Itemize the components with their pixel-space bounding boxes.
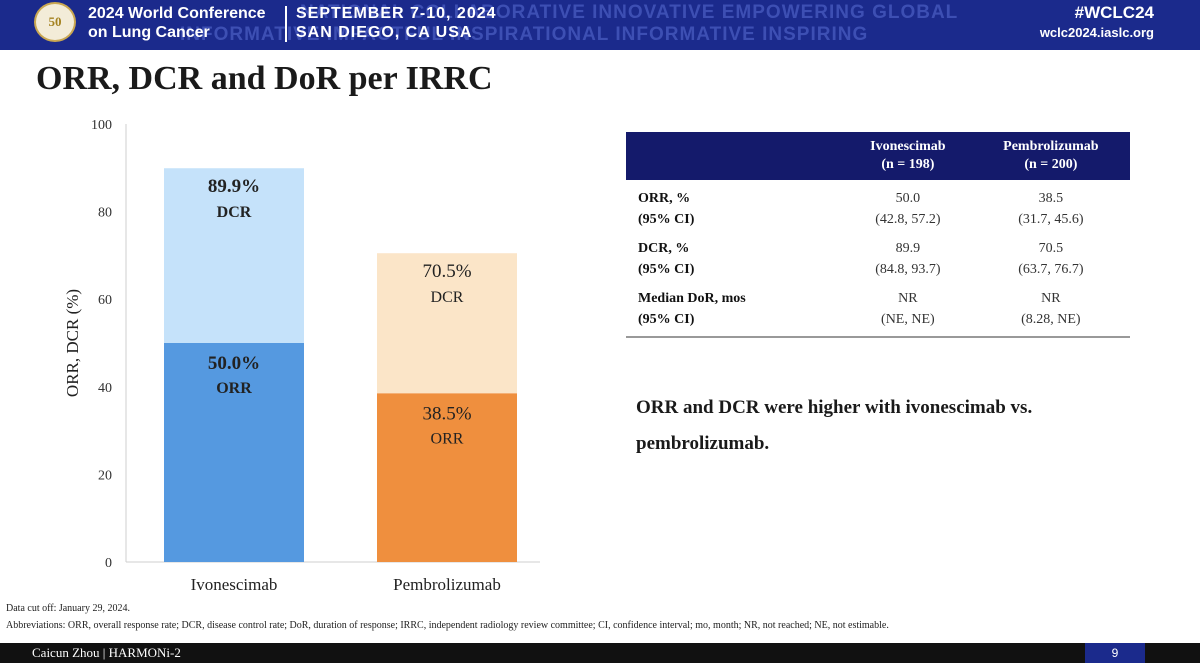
orr-value-label: 50.0% xyxy=(208,353,260,374)
row-label: ORR, % (95% CI) xyxy=(638,191,695,227)
banner-divider xyxy=(285,6,287,42)
table-header-cell: Pembrolizumab (n = 200) xyxy=(971,132,1130,180)
dcr-text-label: DCR xyxy=(431,289,464,306)
header-arm-n: (n = 198) xyxy=(881,157,935,172)
page-number: 9 xyxy=(1085,643,1145,663)
conference-logo: 50 xyxy=(34,2,76,42)
response-rate-chart: 0 20 40 60 80 100 ORR, DCR (%) 89.9% DCR 50.0% ORR… xyxy=(63,118,540,594)
y-tick-label: 40 xyxy=(98,381,112,396)
abbreviations-note: Abbreviations: ORR, overall response rat… xyxy=(6,620,889,631)
efficacy-table: Ivonescimab (n = 198) Pembrolizumab (n = 2… xyxy=(626,132,1130,338)
conference-name-line1: 2024 World Conference xyxy=(88,5,266,22)
orr-bar-segment xyxy=(377,393,517,562)
dcr-bar-segment xyxy=(164,168,304,343)
conclusion-text: ORR and DCR were higher with ivonescimab… xyxy=(636,397,1033,454)
conference-banner: NATIONAL COLLABORATIVE INNOVATIVE EMPOWE… xyxy=(0,0,1200,50)
logo-text: 50 xyxy=(48,14,62,29)
header-arm-n: (n = 200) xyxy=(1024,157,1078,172)
slide-footer: Caicun Zhou | HARMONi-2 9 xyxy=(0,643,1200,663)
x-category-label: Ivonescimab xyxy=(191,575,278,594)
y-tick-label: 20 xyxy=(98,468,112,483)
banner-background-words: INFORMATIVE IMPACTFUL INSPIRATIONAL INFO… xyxy=(180,24,869,45)
header-arm-name: Ivonescimab xyxy=(870,139,946,154)
orr-value-label: 38.5% xyxy=(422,403,471,424)
pembrolizumab-value: NR (8.28, NE) xyxy=(971,284,1130,338)
conference-location: SAN DIEGO, CA USA xyxy=(296,24,473,41)
conference-date: SEPTEMBER 7-10, 2024 xyxy=(296,5,497,22)
x-category-label: Pembrolizumab xyxy=(393,575,501,594)
pembrolizumab-value: 70.5 (63.7, 76.7) xyxy=(1018,241,1084,277)
y-tick-label: 100 xyxy=(91,118,112,133)
conference-hashtag: #WCLC24 xyxy=(1074,3,1154,22)
dcr-value-label: 89.9% xyxy=(208,176,260,197)
conference-dates: SEPTEMBER 7-10, 2024 SAN DIEGO, CA USA xyxy=(296,4,497,42)
y-tick-label: 60 xyxy=(98,293,112,308)
dcr-text-label: DCR xyxy=(217,204,252,221)
table-header-cell xyxy=(626,132,844,180)
y-axis-label: ORR, DCR (%) xyxy=(63,289,82,397)
header-arm-name: Pembrolizumab xyxy=(1003,139,1099,154)
ivonescimab-value: NR (NE, NE) xyxy=(844,284,972,338)
banner-background-words: NATIONAL COLLABORATIVE INNOVATIVE EMPOWE… xyxy=(300,2,959,23)
dcr-bar-segment xyxy=(377,253,517,394)
table-row: Median DoR, mos (95% CI) NR (NE, NE) NR (8.… xyxy=(626,284,1130,338)
table-header-row: Ivonescimab (n = 198) Pembrolizumab (n = 2… xyxy=(626,132,1130,180)
conference-name-line2: on Lung Cancer xyxy=(88,24,210,41)
table-row: ORR, % (95% CI) 50.0 (42.8, 57.2) 38.5 (31.… xyxy=(626,180,1130,234)
orr-bar-segment xyxy=(164,343,304,562)
row-label: Median DoR, mos (95% CI) xyxy=(626,284,844,338)
dcr-value-label: 70.5% xyxy=(422,261,471,282)
ivonescimab-value: 89.9 (84.8, 93.7) xyxy=(875,241,941,277)
pembrolizumab-value: 38.5 (31.7, 45.6) xyxy=(1018,191,1084,227)
y-tick-label: 0 xyxy=(105,556,112,571)
conference-name: 2024 World Conference on Lung Cancer xyxy=(88,4,266,42)
slide-title: ORR, DCR and DoR per IRRC xyxy=(36,60,493,97)
conference-website: wclc2024.iaslc.org xyxy=(1039,25,1154,40)
presenter-label: Caicun Zhou | HARMONi-2 xyxy=(32,645,181,660)
row-label: DCR, % (95% CI) xyxy=(638,241,695,277)
data-cutoff-note: Data cut off: January 29, 2024. xyxy=(6,603,130,614)
orr-text-label: ORR xyxy=(216,380,252,397)
table-header-cell: Ivonescimab (n = 198) xyxy=(844,132,972,180)
table-row: DCR, % (95% CI) 89.9 (84.8, 93.7) 70.5 (63.… xyxy=(626,234,1130,284)
y-tick-label: 80 xyxy=(98,206,112,221)
ivonescimab-value: 50.0 (42.8, 57.2) xyxy=(875,191,941,227)
orr-text-label: ORR xyxy=(431,430,464,447)
